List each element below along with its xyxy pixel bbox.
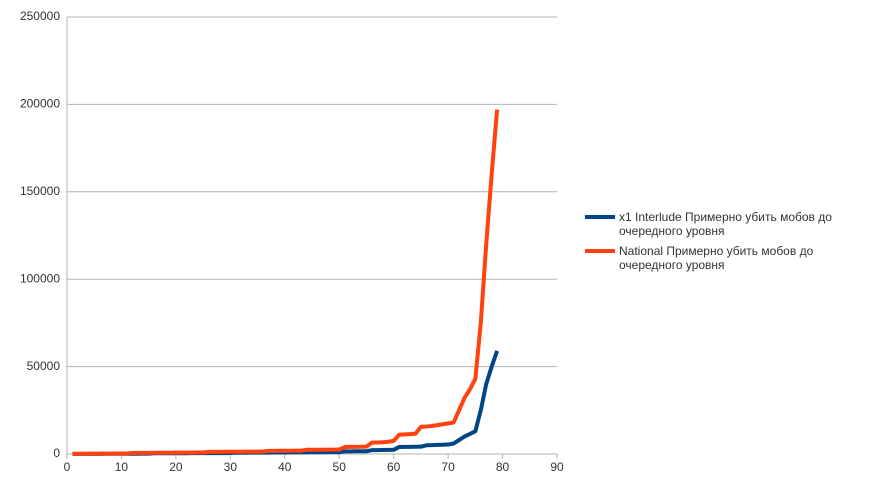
legend: x1 Interlude Примерно убить мобов до оче…	[585, 210, 860, 278]
legend-swatch	[585, 215, 615, 219]
x-tick-label: 50	[333, 460, 347, 474]
x-tick-label: 60	[387, 460, 401, 474]
y-tick-label: 200000	[20, 97, 60, 111]
y-tick-label: 150000	[20, 184, 60, 198]
x-tick-label: 90	[550, 460, 564, 474]
x-tick-label: 0	[64, 460, 71, 474]
legend-swatch	[585, 249, 615, 253]
legend-label: National Примерно убить мобов до очередн…	[619, 244, 814, 272]
x-tick-label: 30	[224, 460, 238, 474]
legend-label: x1 Interlude Примерно убить мобов до оче…	[619, 210, 832, 238]
y-tick-label: 250000	[20, 9, 60, 23]
x-tick-label: 20	[169, 460, 183, 474]
x-tick-label: 70	[441, 460, 455, 474]
series-line	[72, 109, 500, 456]
y-tick-label: 50000	[27, 359, 61, 373]
x-tick-label: 40	[278, 460, 292, 474]
legend-item: National Примерно убить мобов до очередн…	[585, 244, 860, 272]
legend-item: x1 Interlude Примерно убить мобов до оче…	[585, 210, 860, 238]
y-tick-label: 0	[53, 446, 60, 460]
x-tick-label: 80	[496, 460, 510, 474]
y-tick-label: 100000	[20, 271, 60, 285]
x-tick-label: 10	[115, 460, 129, 474]
